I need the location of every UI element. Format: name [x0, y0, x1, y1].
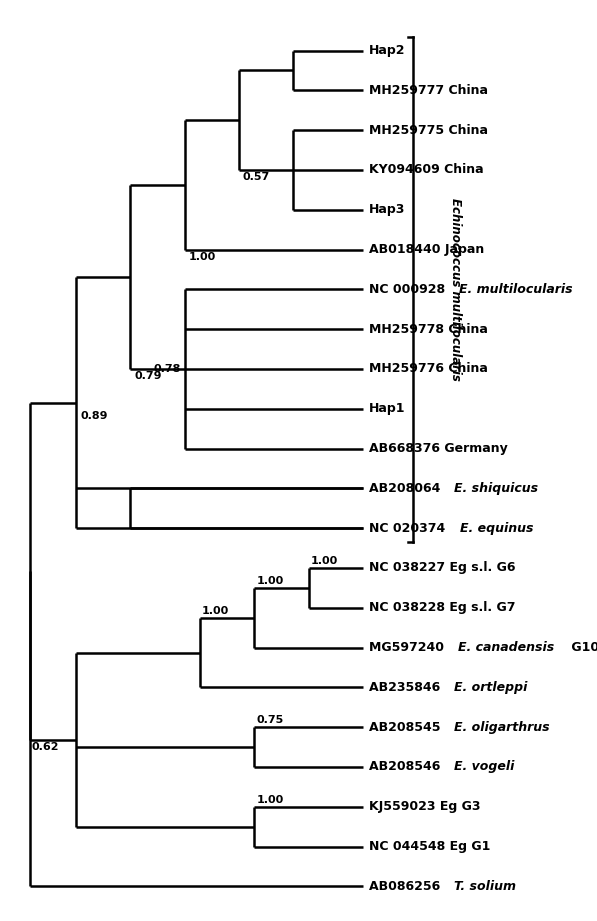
Text: NC 044548 Eg G1: NC 044548 Eg G1: [368, 840, 490, 853]
Text: 0.62: 0.62: [32, 741, 59, 752]
Text: AB018440 Japan: AB018440 Japan: [368, 243, 484, 256]
Text: T. solium: T. solium: [454, 880, 516, 892]
Text: 0.79: 0.79: [134, 371, 162, 381]
Text: MH259778 China: MH259778 China: [368, 322, 487, 335]
Text: E. canadensis: E. canadensis: [458, 641, 555, 654]
Text: E. shiquicus: E. shiquicus: [454, 482, 538, 495]
Text: NC 020374: NC 020374: [368, 521, 449, 535]
Text: AB086256: AB086256: [368, 880, 444, 892]
Text: 0.57: 0.57: [243, 172, 270, 182]
Text: MH259775 China: MH259775 China: [368, 123, 488, 136]
Text: AB235846: AB235846: [368, 681, 444, 694]
Text: 0.89: 0.89: [80, 411, 107, 421]
Text: Hap2: Hap2: [368, 44, 405, 57]
Text: G10: G10: [567, 641, 597, 654]
Text: E. equinus: E. equinus: [460, 521, 533, 535]
Text: MH259776 China: MH259776 China: [368, 363, 487, 376]
Text: Echinococcus multilocularis: Echinococcus multilocularis: [449, 198, 462, 380]
Text: NC 038228 Eg s.l. G7: NC 038228 Eg s.l. G7: [368, 601, 515, 614]
Text: 1.00: 1.00: [189, 251, 216, 262]
Text: AB208546: AB208546: [368, 761, 444, 774]
Text: E. multilocularis: E. multilocularis: [460, 283, 573, 296]
Text: NC 038227 Eg s.l. G6: NC 038227 Eg s.l. G6: [368, 562, 515, 575]
Text: 0.75: 0.75: [256, 716, 284, 725]
Text: 1.00: 1.00: [310, 556, 338, 566]
Text: 1.00: 1.00: [256, 576, 284, 586]
Text: E. oligarthrus: E. oligarthrus: [454, 720, 550, 734]
Text: E. ortleppi: E. ortleppi: [454, 681, 527, 694]
Text: KJ559023 Eg G3: KJ559023 Eg G3: [368, 800, 480, 813]
Text: Hap3: Hap3: [368, 204, 405, 216]
Text: 1.00: 1.00: [202, 606, 229, 616]
Text: KY094609 China: KY094609 China: [368, 163, 483, 177]
Text: AB208545: AB208545: [368, 720, 444, 734]
Text: E. vogeli: E. vogeli: [454, 761, 515, 774]
Text: 1.00: 1.00: [256, 795, 284, 805]
Text: 0.78: 0.78: [153, 364, 181, 374]
Text: Hap1: Hap1: [368, 402, 405, 415]
Text: MG597240: MG597240: [368, 641, 448, 654]
Text: MH259777 China: MH259777 China: [368, 84, 488, 97]
Text: AB208064: AB208064: [368, 482, 444, 495]
Text: AB668376 Germany: AB668376 Germany: [368, 442, 507, 455]
Text: NC 000928: NC 000928: [368, 283, 449, 296]
